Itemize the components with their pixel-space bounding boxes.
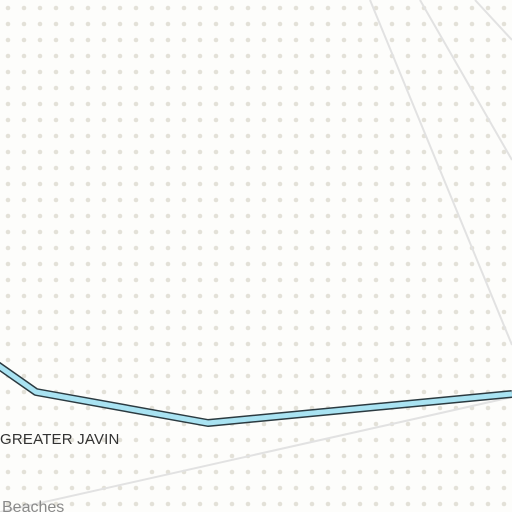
place-label: Beaches (2, 499, 65, 512)
road-lower (0, 396, 512, 512)
district-label: GREATER JAVIN (0, 431, 120, 448)
river (0, 361, 512, 427)
road-diagonal-1 (369, 0, 512, 346)
road-diagonal-3 (474, 0, 512, 41)
river-water (0, 363, 512, 426)
road-diagonal-2 (419, 0, 512, 161)
